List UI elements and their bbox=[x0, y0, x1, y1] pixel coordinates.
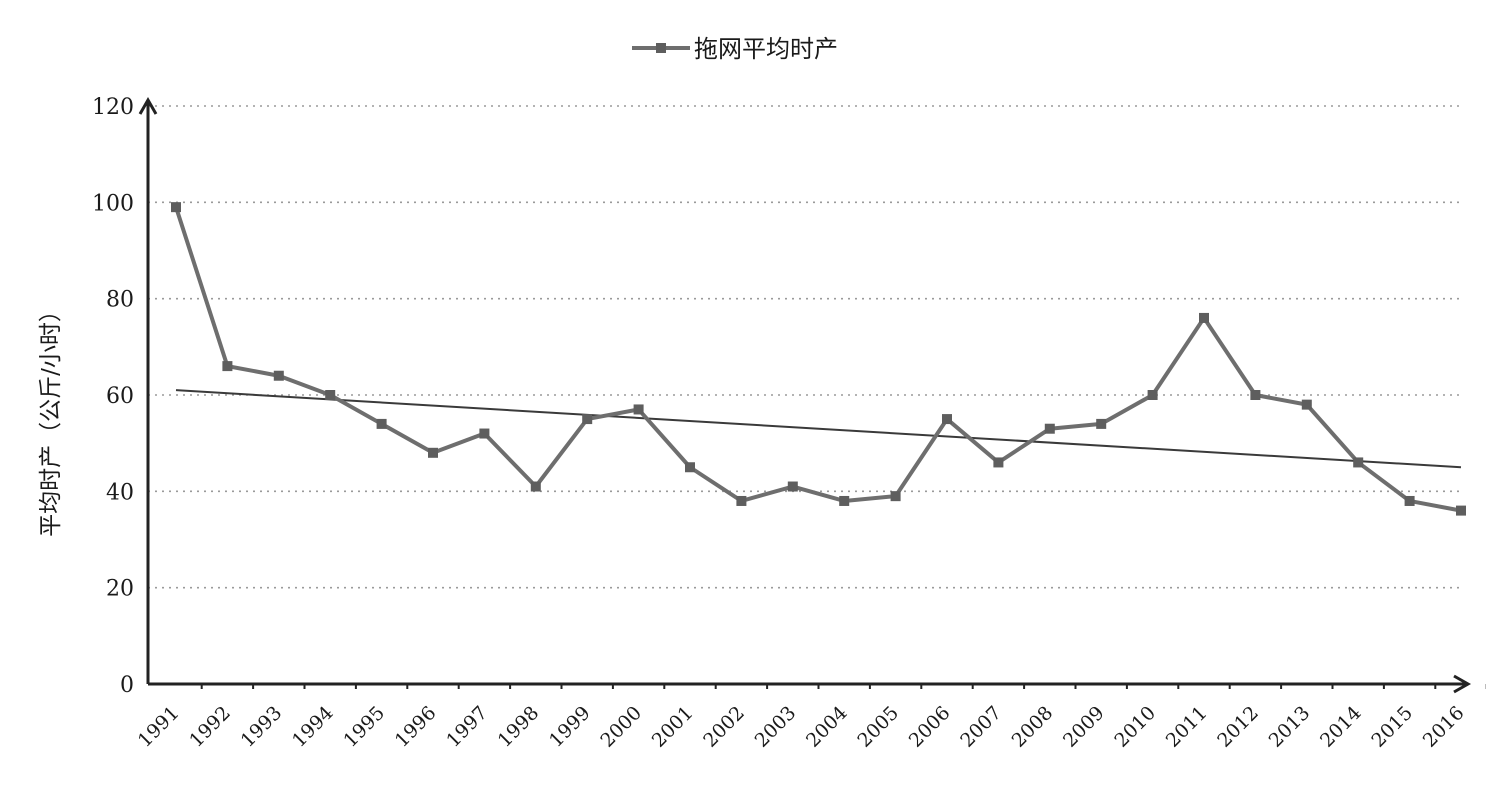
data-point bbox=[479, 428, 490, 439]
data-point bbox=[1353, 457, 1364, 468]
x-tick-label: 1998 bbox=[494, 702, 544, 752]
x-tick-label: 2011 bbox=[1162, 702, 1212, 752]
y-tick-label: 120 bbox=[92, 95, 134, 120]
series-line bbox=[174, 206, 1462, 513]
x-tick-label: 2007 bbox=[956, 702, 1006, 752]
data-point bbox=[1301, 399, 1312, 410]
data-point bbox=[942, 414, 952, 425]
legend-label: 拖网平均时产 bbox=[694, 35, 838, 63]
x-tick-label: 2000 bbox=[596, 702, 646, 752]
data-point bbox=[787, 481, 798, 492]
x-tick-label: 2010 bbox=[1110, 702, 1160, 752]
y-tick-label: 40 bbox=[106, 480, 134, 505]
axes-layer bbox=[138, 96, 1486, 694]
data-point bbox=[376, 418, 387, 429]
x-tick-label: 2012 bbox=[1213, 702, 1263, 752]
x-axis-arrow bbox=[1453, 674, 1472, 694]
x-tick-label: 1995 bbox=[339, 702, 389, 752]
x-tick-label: 1999 bbox=[545, 702, 595, 752]
x-tick-label: 1996 bbox=[391, 702, 441, 752]
x-tick-label: 2014 bbox=[1316, 702, 1366, 752]
data-point bbox=[1250, 390, 1261, 400]
data-point bbox=[1199, 312, 1209, 323]
x-tick-label: 2003 bbox=[751, 702, 801, 752]
trendline bbox=[175, 389, 1462, 469]
x-tick-label: 1993 bbox=[237, 702, 287, 752]
data-point bbox=[325, 390, 336, 400]
x-tick-label: 1994 bbox=[288, 702, 338, 752]
data-point bbox=[685, 462, 695, 473]
y-tick-label: 0 bbox=[120, 673, 134, 698]
data-point bbox=[1456, 505, 1466, 516]
y-axis-arrow bbox=[138, 96, 158, 115]
x-tick-label: 2006 bbox=[905, 702, 955, 752]
x-tick-label: 2015 bbox=[1367, 702, 1417, 752]
x-tick-label: 2013 bbox=[1265, 702, 1315, 752]
y-tick-label: 80 bbox=[106, 288, 134, 313]
data-point bbox=[222, 361, 233, 372]
data-point bbox=[890, 491, 901, 502]
data-point bbox=[1147, 390, 1158, 400]
data-point bbox=[582, 414, 593, 425]
legend-marker-sample bbox=[656, 43, 666, 53]
x-tick-label: 2001 bbox=[648, 702, 698, 752]
data-point bbox=[1044, 423, 1055, 434]
data-point bbox=[1404, 495, 1415, 506]
data-point bbox=[1096, 418, 1107, 429]
data-point bbox=[839, 495, 850, 506]
data-point bbox=[428, 447, 438, 458]
data-point bbox=[736, 495, 747, 506]
grid-layer bbox=[148, 105, 1462, 589]
data-point bbox=[171, 202, 181, 213]
y-tick-label: 20 bbox=[106, 577, 134, 602]
x-tick-label: 2004 bbox=[802, 702, 852, 752]
data-point bbox=[273, 370, 284, 381]
x-tick-label: 2016 bbox=[1419, 702, 1469, 752]
x-tick-label: 2009 bbox=[1059, 702, 1109, 752]
series-layer bbox=[171, 202, 1466, 516]
legend: 拖网平均时产 bbox=[632, 35, 838, 63]
data-point bbox=[633, 404, 644, 415]
x-tick-label: 1991 bbox=[134, 702, 184, 752]
data-point bbox=[530, 481, 541, 492]
data-point bbox=[993, 457, 1004, 468]
x-tick-label: 2008 bbox=[1008, 702, 1058, 752]
y-tick-label: 60 bbox=[106, 384, 134, 409]
x-tick-label: 1997 bbox=[442, 702, 492, 752]
y-axis-title: 平均时产（公斤/小时） bbox=[38, 299, 64, 537]
x-tick-label: 2005 bbox=[853, 702, 903, 752]
y-tick-label: 100 bbox=[92, 191, 134, 216]
x-tick-label: 2002 bbox=[699, 702, 749, 752]
x-tick-label: 1992 bbox=[185, 702, 235, 752]
trend-layer bbox=[175, 389, 1462, 469]
